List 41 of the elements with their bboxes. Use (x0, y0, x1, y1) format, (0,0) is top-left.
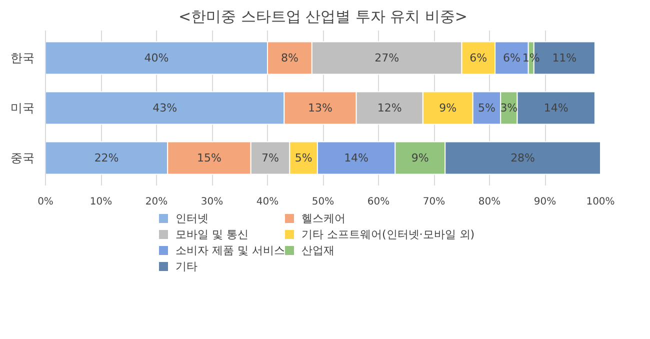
data-label: 28% (510, 152, 536, 164)
y-tick-label: 중국 (10, 151, 34, 165)
legend-label: 산업재 (302, 244, 334, 257)
data-label: 15% (197, 152, 222, 164)
legend-label: 기타 (176, 260, 198, 273)
x-tick-label: 40% (256, 196, 279, 208)
data-label: 6% (470, 52, 488, 64)
data-label: 7% (262, 152, 280, 164)
data-label: 6% (502, 52, 520, 64)
x-tick-label: 50% (312, 196, 334, 208)
data-label: 9% (439, 102, 457, 114)
data-label: 22% (94, 152, 119, 164)
data-label: 5% (478, 102, 496, 114)
data-label: 27% (374, 52, 400, 64)
legend-label: 헬스케어 (302, 212, 346, 225)
data-label: 14% (544, 102, 568, 114)
legend-label: 모바일 및 통신 (176, 228, 248, 241)
x-tick-label: 20% (145, 196, 168, 208)
x-tick-label: 80% (478, 196, 501, 208)
x-tick-label: 30% (200, 196, 224, 208)
x-tick-label: 10% (90, 196, 112, 208)
chart-title: <한미중 스타트업 산업별 투자 유치 비중> (178, 8, 468, 26)
data-label: 5% (294, 152, 312, 164)
data-label: 43% (152, 102, 178, 114)
data-label: 9% (411, 152, 429, 164)
x-tick-label: 100% (586, 196, 615, 208)
x-tick-label: 90% (534, 196, 556, 208)
x-tick-label: 0% (38, 196, 54, 208)
legend-label: 소비자 제품 및 서비스 (176, 244, 285, 257)
y-tick-label: 한국 (10, 51, 34, 65)
legend-label: 기타 소프트웨어(인터넷·모바일 외) (302, 228, 475, 241)
data-label: 11% (552, 52, 577, 64)
legend-label: 인터넷 (176, 212, 208, 225)
x-tick-label: 70% (422, 196, 446, 208)
data-label: 12% (377, 102, 402, 114)
y-tick-label: 미국 (10, 101, 34, 115)
x-tick-label: 60% (367, 196, 390, 208)
data-label: 14% (344, 152, 369, 164)
data-label: 8% (280, 52, 298, 64)
data-label: 13% (308, 102, 332, 114)
data-label: 40% (144, 52, 169, 64)
